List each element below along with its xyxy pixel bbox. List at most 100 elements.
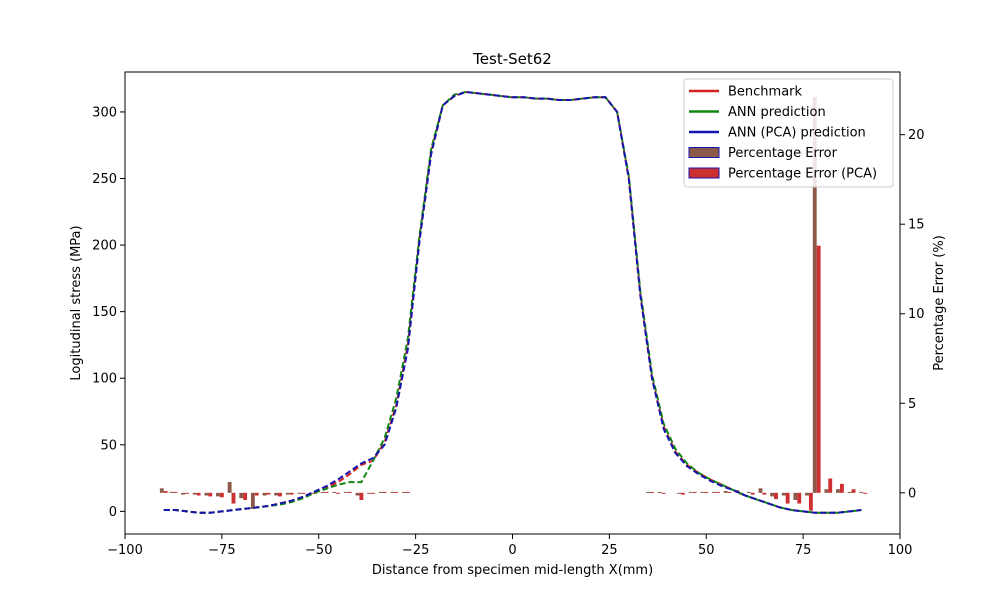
error-bar-pca <box>301 492 306 494</box>
error-bar-pca <box>289 492 294 495</box>
error-bar-pca <box>750 492 755 495</box>
error-bar <box>297 492 302 494</box>
y-tick-label: 0 <box>109 505 117 520</box>
error-bar <box>367 492 372 494</box>
legend-label: Percentage Error <box>728 146 838 161</box>
chart-title: Test-Set62 <box>472 50 552 68</box>
y-tick-label: 100 <box>92 372 117 387</box>
error-bar <box>169 491 174 493</box>
error-bar-pca <box>243 492 248 500</box>
error-bar-pca <box>808 492 813 511</box>
error-bar-pca <box>727 491 732 493</box>
x-tick-label: −50 <box>305 543 332 558</box>
y-axis-right: 0 5 10 15 20 <box>900 128 925 501</box>
x-tick-label: 0 <box>508 543 516 558</box>
error-bar <box>227 482 232 493</box>
y2-axis-label: Percentage Error (%) <box>932 235 947 371</box>
legend: Benchmark ANN prediction ANN (PCA) predict… <box>683 78 894 188</box>
error-bar <box>746 491 751 493</box>
error-bar-pca <box>219 492 224 498</box>
error-bar-pca <box>774 492 778 500</box>
error-bar-pca <box>231 492 236 504</box>
error-bar-pca <box>382 491 387 493</box>
error-bar-pca <box>816 245 821 493</box>
error-bar-pca <box>173 491 178 493</box>
error-bar-pca <box>185 492 189 494</box>
legend-label: ANN prediction <box>728 105 826 120</box>
error-bar <box>204 492 209 496</box>
y-tick-label: 200 <box>92 239 117 254</box>
error-bar-pca <box>336 492 341 494</box>
error-bar <box>274 492 279 496</box>
error-bar <box>793 492 798 500</box>
y-tick-label: 150 <box>92 305 117 320</box>
y2-tick-label: 5 <box>908 397 916 412</box>
legend-label: Percentage Error (PCA) <box>728 167 877 182</box>
error-bar-pca <box>704 491 709 493</box>
error-bar <box>250 492 255 509</box>
y-tick-label: 50 <box>100 438 117 453</box>
x-tick-label: 50 <box>698 543 715 558</box>
error-bar <box>847 491 852 493</box>
error-bar-pca <box>650 491 654 493</box>
y2-tick-label: 10 <box>908 307 925 322</box>
error-bar <box>859 491 864 493</box>
x-tick-label: 100 <box>888 543 913 558</box>
error-bar <box>677 492 682 494</box>
stress-lines <box>163 90 862 514</box>
y-tick-label: 250 <box>92 172 117 187</box>
error-bar-pca <box>347 491 352 493</box>
error-bar-pca <box>828 478 833 493</box>
error-bar-pca <box>208 492 213 497</box>
x-axis: −100 −75 −50 −25 0 25 50 75 100 <box>107 534 912 558</box>
error-bar <box>332 491 337 493</box>
error-bar-pca <box>681 492 685 495</box>
error-bar <box>320 491 325 493</box>
error-bar-pca <box>254 492 259 496</box>
error-bar-pca <box>661 492 666 494</box>
y-axis-label: Logitudinal stress (MPa) <box>69 225 84 380</box>
y-axis-left: 0 50 100 150 200 250 300 <box>92 105 125 520</box>
error-bar <box>758 488 763 493</box>
error-bars <box>159 97 868 511</box>
ann-pca-prediction-line <box>163 90 862 514</box>
error-bar <box>216 492 220 497</box>
error-bar-pca <box>324 491 329 493</box>
error-bar-pca <box>371 492 375 494</box>
error-bar <box>770 492 775 497</box>
legend-swatch <box>688 147 720 158</box>
error-bar <box>781 492 786 496</box>
error-bar-pca <box>797 492 802 504</box>
error-bar <box>355 492 360 496</box>
error-bar-pca <box>692 491 697 493</box>
error-bar <box>192 492 197 495</box>
error-bar <box>285 492 290 495</box>
error-bar-pca <box>405 491 410 493</box>
error-bar-pca <box>278 492 282 497</box>
error-bar-pca <box>266 492 271 495</box>
x-tick-label: 25 <box>601 543 618 558</box>
error-bar-pca <box>394 491 399 493</box>
y2-tick-label: 20 <box>908 128 925 143</box>
legend-swatch <box>688 167 720 179</box>
error-bar <box>181 492 186 495</box>
error-bar-pca <box>851 489 856 493</box>
error-bar-pca <box>839 483 844 493</box>
error-bar <box>824 489 829 493</box>
error-bar <box>805 492 809 496</box>
y2-tick-label: 15 <box>908 218 925 233</box>
error-bar-pca <box>196 492 201 496</box>
error-bar-pca <box>762 492 767 495</box>
error-bar-pca <box>863 492 868 494</box>
error-bar <box>646 491 651 493</box>
error-bar-pca <box>359 492 364 500</box>
y-tick-label: 300 <box>92 105 117 120</box>
error-bar <box>723 491 728 493</box>
error-bar <box>712 491 716 493</box>
error-bar <box>688 491 693 493</box>
error-bar <box>262 492 267 496</box>
x-axis-label: Distance from specimen mid-length X(mm) <box>372 563 653 578</box>
legend-label: Benchmark <box>728 85 803 100</box>
error-bar-pca <box>715 491 720 493</box>
